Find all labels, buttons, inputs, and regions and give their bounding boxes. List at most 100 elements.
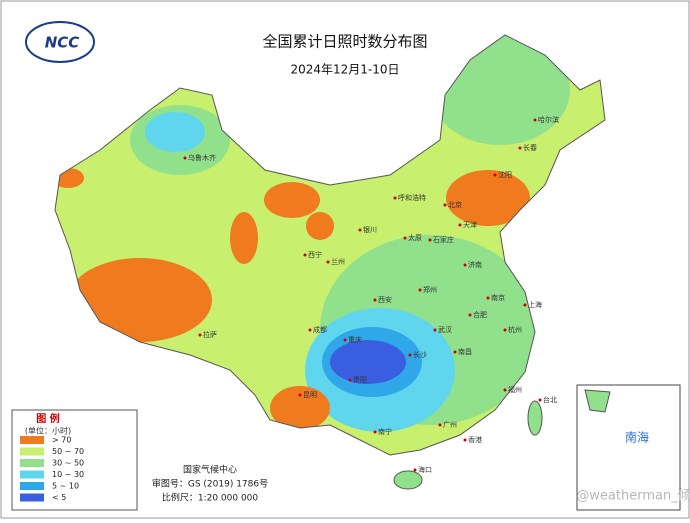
legend-label: 50 ~ 70	[52, 447, 84, 456]
city-label: 成都	[313, 325, 327, 334]
legend-label: 5 ~ 10	[52, 482, 79, 491]
city-label: 上海	[528, 300, 542, 309]
city-label: 北京	[448, 200, 462, 209]
zone-10-30	[145, 112, 205, 152]
legend-label: < 5	[52, 493, 66, 502]
city-label: 石家庄	[433, 235, 454, 244]
legend-label: 30 ~ 50	[52, 459, 84, 468]
city-dot	[463, 438, 467, 442]
city-dot	[428, 238, 432, 242]
city-label: 台北	[543, 395, 557, 404]
city-dot	[523, 303, 527, 307]
legend-swatch	[20, 459, 44, 467]
south-sea-inset: 南海	[576, 384, 681, 511]
zone-under-5	[330, 340, 406, 384]
legend-swatch	[20, 482, 44, 490]
city-label: 兰州	[331, 257, 345, 266]
city-dot	[433, 328, 437, 332]
zone-over-70	[306, 212, 334, 240]
city-dot	[493, 173, 497, 177]
logo: NCC	[25, 21, 95, 63]
city-label: 呼和浩特	[398, 193, 426, 202]
city-dot	[308, 328, 312, 332]
zone-over-70	[270, 386, 330, 430]
city-label: 拉萨	[203, 330, 217, 339]
city-dot	[373, 430, 377, 434]
credit: 国家气候中心	[183, 464, 237, 476]
hainan	[393, 470, 423, 490]
city-label: 沈阳	[498, 170, 512, 179]
taiwan	[527, 400, 543, 436]
city-label: 天津	[463, 221, 477, 229]
legend-swatch	[20, 447, 44, 456]
city-label: 南宁	[378, 427, 392, 436]
city-dot	[403, 236, 407, 240]
city-label: 银川	[363, 225, 377, 234]
city-label: 长春	[523, 143, 537, 152]
city-label: 南京	[491, 293, 505, 302]
city-label: 广州	[443, 420, 457, 429]
city-label: 南昌	[458, 347, 472, 356]
city-dot	[458, 223, 462, 227]
city-dot	[373, 298, 377, 302]
zone-over-70	[230, 212, 258, 264]
city-label: 武汉	[438, 325, 452, 334]
city-dot	[518, 146, 522, 150]
city-label: 西安	[378, 295, 392, 304]
map-title: 全国累计日照时数分布图	[262, 33, 427, 51]
legend-unit: (单位：小时)	[25, 426, 71, 436]
inset-land	[584, 389, 611, 413]
logo-text: NCC	[45, 34, 80, 52]
city-label: 西宁	[308, 250, 322, 259]
city-dot	[418, 288, 422, 292]
city-dot	[413, 468, 417, 472]
legend-swatch	[20, 470, 44, 479]
city-dot	[486, 296, 490, 300]
city-label: 济南	[468, 260, 482, 269]
city-label: 太原	[408, 233, 422, 242]
legend-swatch	[20, 436, 44, 444]
city-dot	[533, 118, 537, 122]
city-dot	[198, 333, 202, 337]
city-labels: 乌鲁木齐拉萨西宁兰州银川呼和浩特北京天津石家庄太原济南郑州西安成都重庆贵阳昆明南…	[183, 115, 559, 474]
zone-over-70	[264, 182, 320, 218]
credit: 审图号：GS (2019) 1786号	[152, 478, 268, 490]
city-dot	[438, 423, 442, 427]
city-label: 杭州	[508, 325, 522, 334]
city-label: 重庆	[348, 335, 362, 344]
city-dot	[408, 353, 412, 357]
city-label: 合肥	[473, 310, 487, 319]
border	[54, 34, 606, 456]
city-dot	[468, 313, 472, 317]
city-dot	[443, 203, 447, 207]
city-dot	[393, 196, 397, 200]
city-dot	[183, 156, 187, 160]
city-label: 长沙	[413, 350, 427, 359]
city-dot	[453, 350, 457, 354]
city-label: 福州	[508, 385, 522, 394]
legend-label: 10 ~ 30	[52, 470, 84, 479]
city-label: 乌鲁木齐	[188, 153, 216, 162]
city-label: 香港	[468, 435, 482, 444]
city-dot	[503, 328, 507, 332]
zone-over-70	[446, 170, 530, 226]
city-label: 郑州	[423, 286, 437, 294]
city-dot	[348, 378, 352, 382]
credit: 比例尺：1:20 000 000	[162, 492, 259, 504]
city-dot	[358, 228, 362, 232]
legend-title: 图 例	[36, 412, 59, 425]
city-label: 昆明	[303, 391, 317, 399]
city-dot	[303, 253, 307, 257]
inset-label: 南海	[625, 430, 649, 445]
city-dot	[298, 393, 302, 397]
city-label: 哈尔滨	[538, 115, 559, 124]
city-label: 贵阳	[353, 375, 367, 384]
city-dot	[343, 338, 347, 342]
legend-label: > 70	[52, 436, 71, 445]
city-dot	[538, 398, 542, 402]
city-dot	[463, 263, 467, 267]
logo-ring	[25, 21, 95, 63]
map-subtitle: 2024年12月1-10日	[290, 63, 399, 77]
city-dot	[326, 260, 330, 264]
